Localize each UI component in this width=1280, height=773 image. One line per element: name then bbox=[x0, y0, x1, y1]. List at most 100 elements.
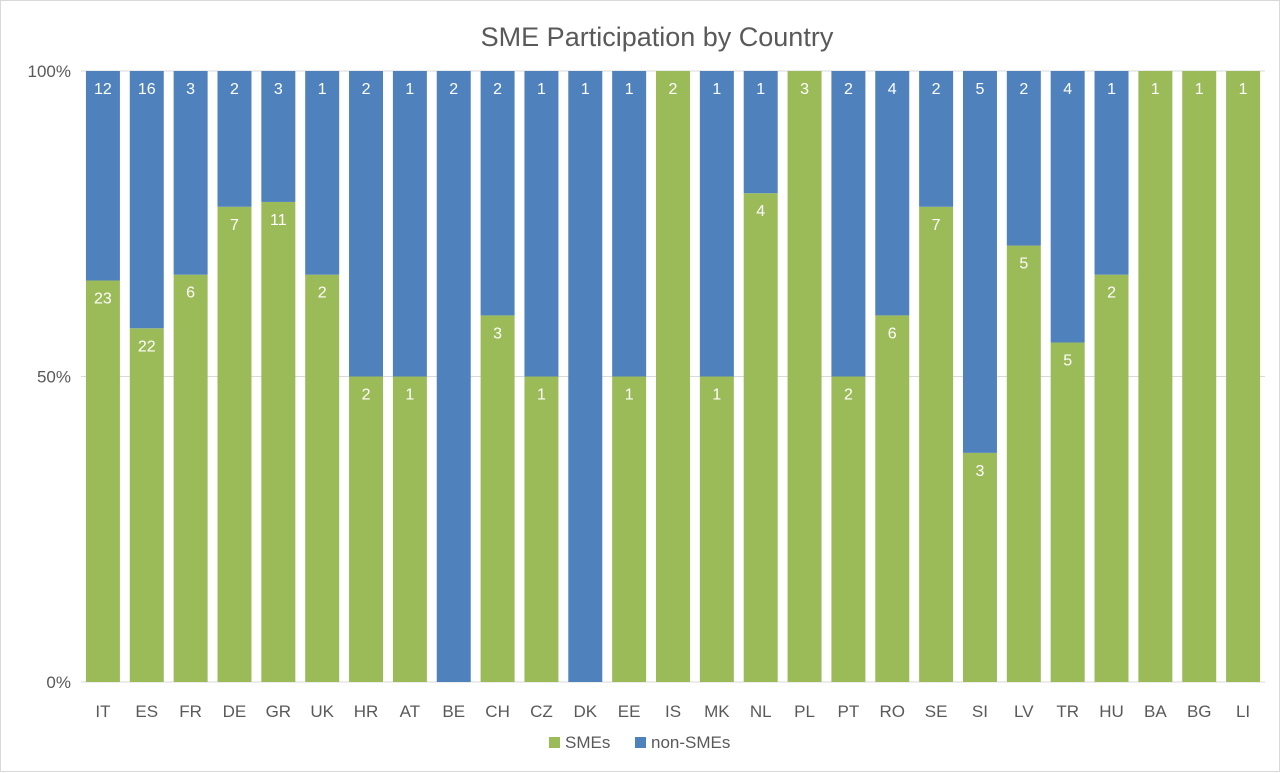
bar-non-smes-it bbox=[85, 71, 120, 281]
data-label-smes: 7 bbox=[932, 217, 941, 234]
bar-smes-bg bbox=[1182, 71, 1217, 682]
x-tick-label: DE bbox=[223, 702, 247, 721]
x-tick-label: TR bbox=[1056, 702, 1079, 721]
data-label-smes: 11 bbox=[270, 212, 287, 229]
x-tick-label: UK bbox=[310, 702, 334, 721]
data-label-non-smes: 1 bbox=[625, 81, 634, 98]
bar-smes-pt bbox=[831, 376, 866, 682]
axis-layer: 0% 50% 100% IT ES FR DE GR UK HR AT BE CH CZ DK EE IS MK N… bbox=[28, 62, 1251, 721]
data-label-non-smes: 2 bbox=[493, 81, 502, 98]
bar-smes-ee bbox=[612, 376, 647, 682]
data-label-non-smes: 4 bbox=[1063, 81, 1072, 98]
x-tick-label: CH bbox=[485, 702, 510, 721]
bar-non-smes-be bbox=[436, 71, 471, 682]
bar-non-smes-mk bbox=[699, 71, 734, 377]
x-tick-label: HU bbox=[1099, 702, 1124, 721]
data-label-non-smes: 3 bbox=[274, 81, 283, 98]
x-tick-label: HR bbox=[354, 702, 379, 721]
bar-smes-se bbox=[919, 206, 954, 682]
bar-non-smes-si bbox=[962, 71, 997, 453]
data-label-smes: 2 bbox=[844, 387, 853, 404]
bar-smes-is bbox=[656, 71, 690, 682]
bar-non-smes-gr bbox=[261, 71, 296, 202]
data-label-non-smes: 1 bbox=[318, 81, 327, 98]
x-tick-label: BA bbox=[1144, 702, 1167, 721]
data-label-smes: 1 bbox=[537, 387, 546, 404]
data-label-smes: 2 bbox=[362, 387, 371, 404]
x-tick-label: CZ bbox=[530, 702, 553, 721]
legend-swatch-smes bbox=[549, 737, 560, 748]
bar-non-smes-es bbox=[129, 71, 164, 329]
bar-non-smes-uk bbox=[305, 71, 340, 275]
x-tick-label: EE bbox=[618, 702, 641, 721]
data-label-smes: 5 bbox=[1063, 353, 1072, 370]
x-tick-label: FR bbox=[179, 702, 202, 721]
data-label-smes: 1 bbox=[405, 387, 414, 404]
x-tick-label: LV bbox=[1014, 702, 1034, 721]
data-label-non-smes: 2 bbox=[844, 81, 853, 98]
bar-smes-lv bbox=[1006, 245, 1041, 683]
x-tick-label: NL bbox=[750, 702, 772, 721]
x-tick-label: IS bbox=[665, 702, 681, 721]
data-label-non-smes: 3 bbox=[186, 81, 195, 98]
bar-non-smes-nl bbox=[743, 71, 778, 194]
x-tick-label: ES bbox=[135, 702, 158, 721]
chart-title: SME Participation by Country bbox=[481, 22, 834, 52]
data-label-smes: 22 bbox=[138, 338, 156, 355]
bar-smes-fr bbox=[173, 274, 208, 682]
bars-layer bbox=[85, 71, 1261, 683]
bar-non-smes-ee bbox=[612, 71, 647, 377]
data-label-smes: 6 bbox=[888, 325, 897, 342]
bar-non-smes-tr bbox=[1050, 71, 1085, 343]
x-tick-label: GR bbox=[266, 702, 292, 721]
bar-non-smes-lv bbox=[1006, 71, 1041, 246]
data-label-smes: 1 bbox=[1239, 81, 1248, 98]
data-label-smes: 1 bbox=[1151, 81, 1160, 98]
data-label-non-smes: 2 bbox=[362, 81, 371, 98]
legend-label-smes: SMEs bbox=[565, 733, 610, 752]
bar-smes-it bbox=[85, 280, 120, 682]
bar-smes-es bbox=[129, 328, 164, 682]
data-label-non-smes: 4 bbox=[888, 81, 897, 98]
bar-non-smes-ro bbox=[875, 71, 910, 316]
x-tick-label: LI bbox=[1236, 702, 1250, 721]
data-label-smes: 3 bbox=[976, 463, 985, 480]
data-label-non-smes: 1 bbox=[756, 81, 765, 98]
data-label-smes: 3 bbox=[800, 81, 809, 98]
data-label-non-smes: 1 bbox=[405, 81, 414, 98]
bar-smes-li bbox=[1226, 71, 1261, 682]
x-tick-label: SI bbox=[972, 702, 988, 721]
y-tick-label: 100% bbox=[28, 62, 71, 81]
x-tick-label: MK bbox=[704, 702, 730, 721]
data-label-non-smes: 2 bbox=[449, 81, 458, 98]
legend-swatch-non-smes bbox=[635, 737, 646, 748]
legend-label-non-smes: non-SMEs bbox=[651, 733, 730, 752]
data-label-smes: 2 bbox=[1107, 285, 1116, 302]
data-label-smes: 6 bbox=[186, 285, 195, 302]
bar-non-smes-dk bbox=[568, 71, 603, 682]
data-label-non-smes: 12 bbox=[94, 81, 112, 98]
bar-non-smes-de bbox=[217, 71, 252, 207]
data-label-non-smes: 5 bbox=[976, 81, 985, 98]
x-tick-label: BG bbox=[1187, 702, 1212, 721]
x-tick-label: DK bbox=[573, 702, 597, 721]
legend: SMEs non-SMEs bbox=[549, 733, 730, 752]
bar-smes-tr bbox=[1050, 342, 1085, 682]
x-tick-label: IT bbox=[95, 702, 110, 721]
data-label-smes: 2 bbox=[669, 81, 678, 98]
bar-smes-cz bbox=[524, 376, 559, 682]
data-label-smes: 7 bbox=[230, 217, 239, 234]
bar-smes-hu bbox=[1094, 274, 1129, 682]
bar-smes-mk bbox=[699, 376, 734, 682]
bar-non-smes-at bbox=[392, 71, 427, 377]
y-tick-label: 0% bbox=[46, 673, 71, 692]
bar-smes-hr bbox=[349, 376, 384, 682]
data-label-smes: 23 bbox=[94, 290, 112, 307]
bar-smes-pl bbox=[787, 71, 822, 682]
x-tick-label: SE bbox=[925, 702, 948, 721]
bar-non-smes-hu bbox=[1094, 71, 1129, 275]
data-label-non-smes: 1 bbox=[1107, 81, 1116, 98]
data-label-non-smes: 2 bbox=[932, 81, 941, 98]
